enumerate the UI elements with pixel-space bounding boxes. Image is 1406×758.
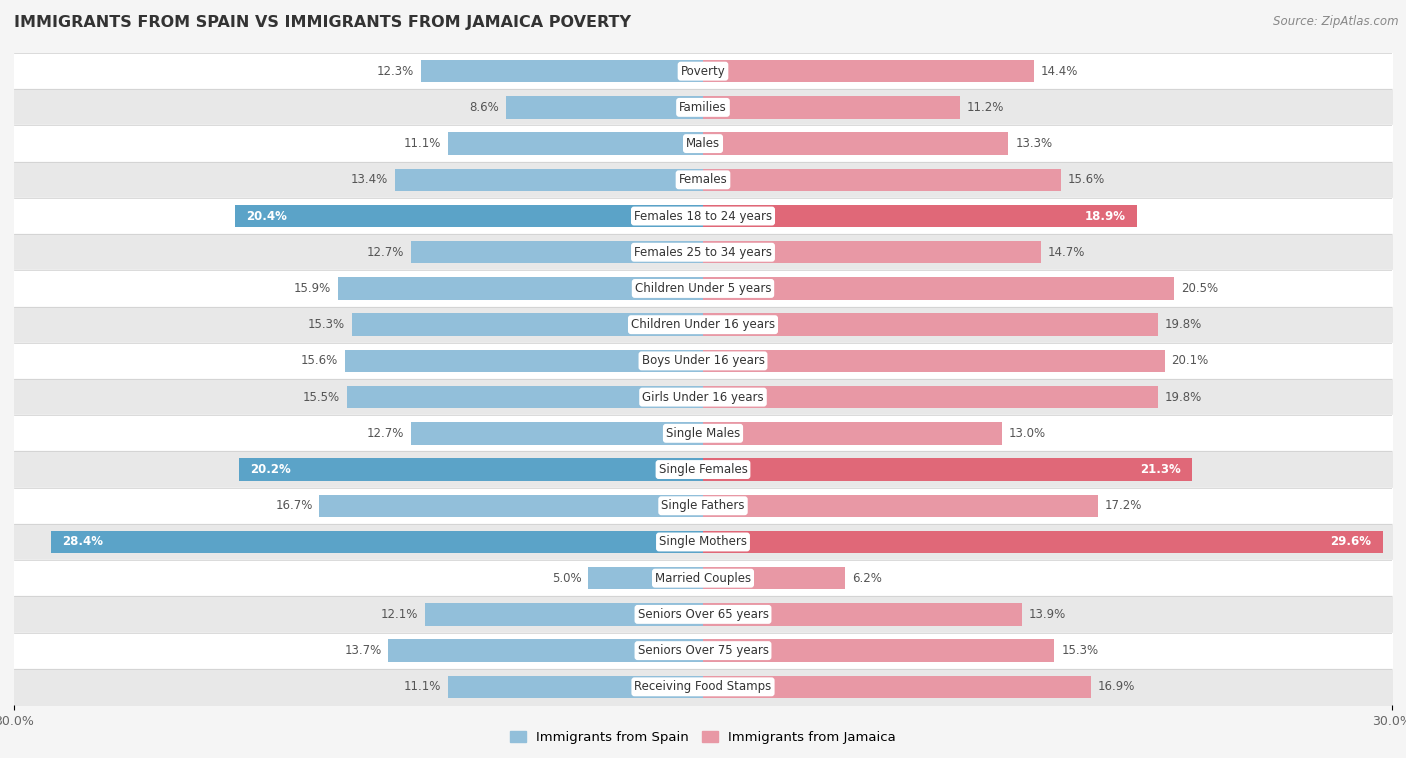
Text: Families: Families (679, 101, 727, 114)
Text: 18.9%: 18.9% (1084, 209, 1126, 223)
Text: 20.5%: 20.5% (1181, 282, 1218, 295)
Text: Single Fathers: Single Fathers (661, 500, 745, 512)
Text: Seniors Over 65 years: Seniors Over 65 years (637, 608, 769, 621)
Bar (51, 531, 703, 553)
Text: Poverty: Poverty (681, 64, 725, 77)
Bar (703, 314, 1157, 336)
Bar (347, 386, 703, 409)
Text: 28.4%: 28.4% (62, 535, 103, 549)
Text: Males: Males (686, 137, 720, 150)
Text: 20.4%: 20.4% (246, 209, 287, 223)
Text: 8.6%: 8.6% (468, 101, 499, 114)
Text: Source: ZipAtlas.com: Source: ZipAtlas.com (1274, 15, 1399, 28)
Text: 13.7%: 13.7% (344, 644, 381, 657)
Bar (703, 133, 1008, 155)
Text: Receiving Food Stamps: Receiving Food Stamps (634, 681, 772, 694)
Text: 11.1%: 11.1% (404, 137, 441, 150)
Legend: Immigrants from Spain, Immigrants from Jamaica: Immigrants from Spain, Immigrants from J… (510, 731, 896, 744)
Bar (703, 494, 1098, 517)
Bar (412, 241, 703, 264)
Text: 5.0%: 5.0% (551, 572, 581, 584)
Text: 15.3%: 15.3% (308, 318, 344, 331)
Bar (703, 567, 845, 590)
Bar (235, 205, 703, 227)
Bar (703, 422, 1001, 444)
Text: 14.4%: 14.4% (1040, 64, 1078, 77)
Bar (449, 133, 703, 155)
Bar (703, 386, 1157, 409)
Text: 6.2%: 6.2% (852, 572, 882, 584)
Text: IMMIGRANTS FROM SPAIN VS IMMIGRANTS FROM JAMAICA POVERTY: IMMIGRANTS FROM SPAIN VS IMMIGRANTS FROM… (14, 15, 631, 30)
Bar (388, 640, 703, 662)
Text: 12.7%: 12.7% (367, 427, 405, 440)
Bar (420, 60, 703, 83)
Text: 16.9%: 16.9% (1098, 681, 1136, 694)
Text: 15.6%: 15.6% (1069, 174, 1105, 186)
Text: 16.7%: 16.7% (276, 500, 312, 512)
Text: Females 25 to 34 years: Females 25 to 34 years (634, 246, 772, 258)
Text: 11.1%: 11.1% (404, 681, 441, 694)
Text: 12.3%: 12.3% (377, 64, 413, 77)
Bar (425, 603, 703, 625)
Bar (337, 277, 703, 299)
Text: 29.6%: 29.6% (1330, 535, 1371, 549)
Text: 21.3%: 21.3% (1140, 463, 1181, 476)
Text: 12.7%: 12.7% (367, 246, 405, 258)
Text: 13.3%: 13.3% (1015, 137, 1053, 150)
Text: Children Under 5 years: Children Under 5 years (634, 282, 772, 295)
Bar (703, 277, 1174, 299)
Bar (395, 168, 703, 191)
Text: 15.9%: 15.9% (294, 282, 330, 295)
Bar (412, 422, 703, 444)
Bar (703, 459, 1192, 481)
Text: Single Mothers: Single Mothers (659, 535, 747, 549)
Text: Seniors Over 75 years: Seniors Over 75 years (637, 644, 769, 657)
Text: Children Under 16 years: Children Under 16 years (631, 318, 775, 331)
Bar (506, 96, 703, 118)
Bar (703, 241, 1040, 264)
Bar (703, 96, 960, 118)
Bar (588, 567, 703, 590)
Bar (344, 349, 703, 372)
Text: 15.6%: 15.6% (301, 355, 337, 368)
Text: 15.5%: 15.5% (304, 390, 340, 403)
Text: 11.2%: 11.2% (967, 101, 1004, 114)
Text: 13.9%: 13.9% (1029, 608, 1066, 621)
Bar (319, 494, 703, 517)
Text: Females: Females (679, 174, 727, 186)
Text: 15.3%: 15.3% (1062, 644, 1098, 657)
Text: Single Females: Single Females (658, 463, 748, 476)
Text: 17.2%: 17.2% (1105, 500, 1142, 512)
Bar (703, 349, 1164, 372)
Bar (703, 675, 1091, 698)
Text: 13.4%: 13.4% (352, 174, 388, 186)
Bar (703, 168, 1062, 191)
Text: 19.8%: 19.8% (1164, 318, 1202, 331)
Text: 14.7%: 14.7% (1047, 246, 1085, 258)
Text: 20.2%: 20.2% (250, 463, 291, 476)
Bar (239, 459, 703, 481)
Bar (703, 640, 1054, 662)
Text: Married Couples: Married Couples (655, 572, 751, 584)
Bar (352, 314, 703, 336)
Text: 12.1%: 12.1% (381, 608, 418, 621)
Text: Single Males: Single Males (666, 427, 740, 440)
Text: Girls Under 16 years: Girls Under 16 years (643, 390, 763, 403)
Text: Females 18 to 24 years: Females 18 to 24 years (634, 209, 772, 223)
Bar (703, 531, 1382, 553)
Text: 13.0%: 13.0% (1008, 427, 1046, 440)
Bar (449, 675, 703, 698)
Text: 20.1%: 20.1% (1171, 355, 1209, 368)
Bar (703, 603, 1022, 625)
Text: Boys Under 16 years: Boys Under 16 years (641, 355, 765, 368)
Text: 19.8%: 19.8% (1164, 390, 1202, 403)
Bar (703, 205, 1137, 227)
Bar (703, 60, 1033, 83)
